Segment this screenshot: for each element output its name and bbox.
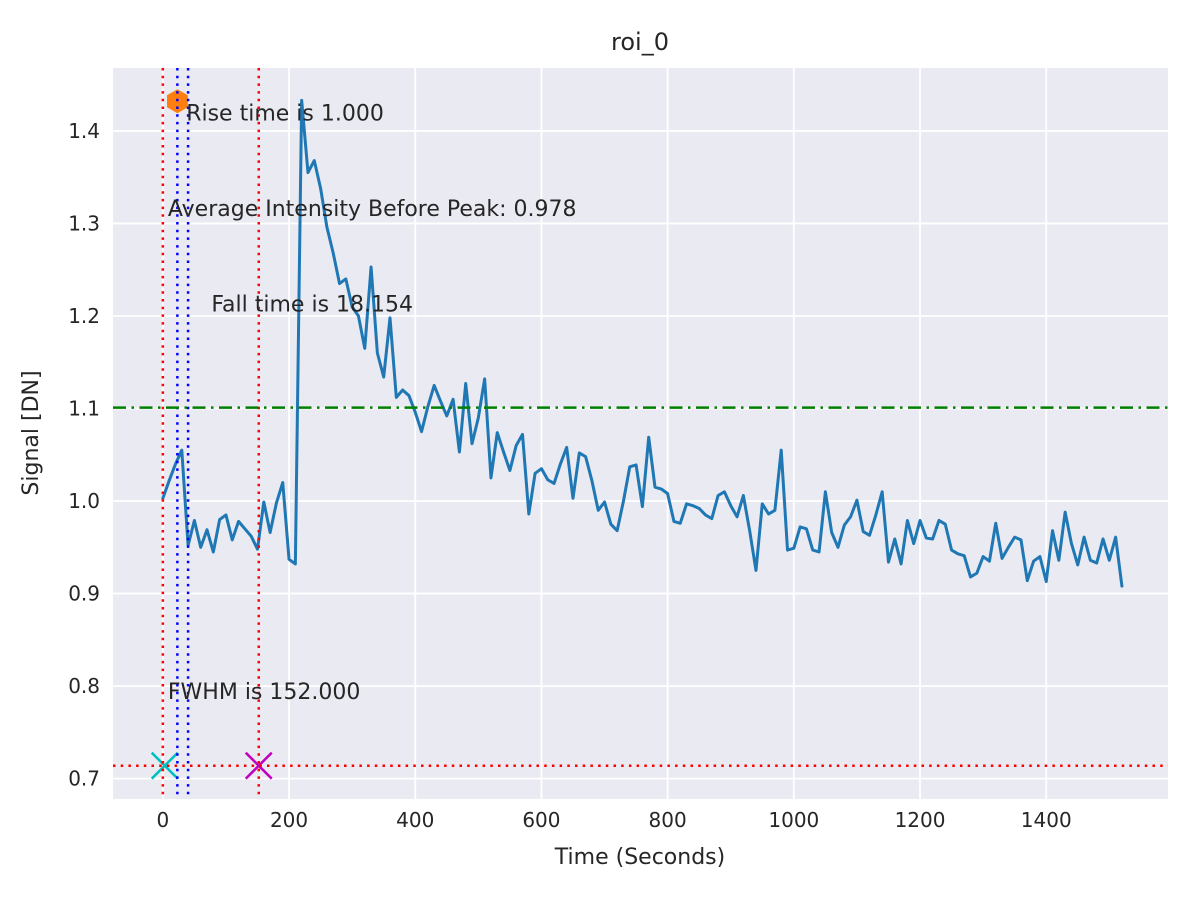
x-tick-label: 1000 [768, 808, 819, 832]
tick-label-layer: 0 200 400 600 800 1000 1200 1400 0.7 0.8 0.9 1.0 1.1… [68, 119, 1071, 832]
fwhm-left-marker-stroke [150, 751, 179, 780]
fwhm-annotation: FWHM is 152.000 [168, 680, 360, 705]
annotation-layer: Rise time is 1.000 Average Intensity Befo… [168, 102, 577, 705]
y-tick-label: 1.4 [68, 119, 100, 143]
x-tick-label: 400 [396, 808, 434, 832]
fwhm-right-marker-stroke [244, 751, 273, 780]
y-axis-label: Signal [DN] [19, 370, 44, 495]
y-tick-label: 0.9 [68, 582, 100, 606]
y-tick-label: 0.7 [68, 767, 100, 791]
y-tick-label: 1.0 [68, 489, 100, 513]
x-axis-label: Time (Seconds) [554, 845, 725, 870]
y-tick-label: 1.1 [68, 397, 100, 421]
gridline-layer [113, 68, 1168, 799]
chart-title: roi_0 [611, 28, 669, 56]
y-tick-label: 0.8 [68, 674, 100, 698]
reference-line-layer [113, 68, 1168, 799]
x-tick-label: 1400 [1021, 808, 1072, 832]
average-intensity-annotation: Average Intensity Before Peak: 0.978 [168, 197, 577, 222]
y-tick-label: 1.3 [68, 211, 100, 235]
x-tick-label: 800 [649, 808, 687, 832]
x-tick-label: 0 [156, 808, 169, 832]
fall-time-annotation: Fall time is 18.154 [211, 292, 413, 317]
x-tick-label: 600 [522, 808, 560, 832]
signal-line [161, 98, 1124, 588]
y-tick-label: 1.2 [68, 304, 100, 328]
signal-line-layer [161, 98, 1124, 588]
x-tick-label: 200 [270, 808, 308, 832]
rise-time-annotation: Rise time is 1.000 [186, 102, 384, 127]
fwhm-right-marker [244, 751, 273, 780]
fwhm-left-marker [150, 751, 179, 780]
x-tick-label: 1200 [895, 808, 946, 832]
